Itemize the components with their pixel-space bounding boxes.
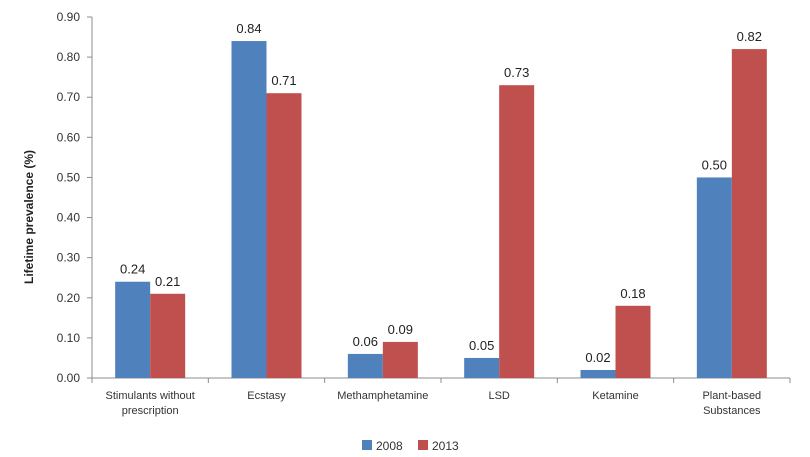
bar-2013: [615, 305, 651, 378]
data-label: 0.05: [469, 338, 494, 353]
x-tick-label: Stimulants without: [106, 390, 195, 402]
y-tick-label: 0.50: [57, 170, 81, 184]
legend-label: 2013: [432, 439, 459, 453]
data-label: 0.82: [737, 29, 762, 44]
x-tick-label: Plant-based: [702, 390, 761, 402]
x-tick-label: Ketamine: [592, 390, 638, 402]
bar-2013: [731, 49, 767, 378]
bar-2008: [580, 369, 616, 378]
data-label: 0.24: [120, 262, 145, 277]
legend: 2008 2013: [362, 439, 459, 453]
bar-2008: [115, 281, 151, 378]
legend-swatch-2013: [418, 440, 428, 450]
y-tick-label: 0.70: [57, 90, 81, 104]
y-tick-label: 0.40: [57, 211, 81, 225]
x-tick-label: prescription: [122, 405, 179, 417]
legend-swatch-2008: [362, 440, 372, 450]
x-tick-label: Substances: [703, 405, 761, 417]
plot-area: 0.00 0.10 0.20 0.30 0.40 0.50 0.60 0.70 0.80 0.90…: [57, 10, 791, 417]
y-tick-label: 0.60: [57, 130, 81, 144]
data-label: 0.21: [155, 274, 180, 289]
data-label: 0.50: [702, 157, 727, 172]
y-tick-label: 0.00: [57, 371, 81, 385]
bar-2013: [150, 293, 186, 378]
data-label: 0.18: [620, 286, 645, 301]
x-tick-label: Ecstasy: [247, 390, 286, 402]
x-tick-label: Methamphetamine: [337, 390, 428, 402]
y-tick-label: 0.20: [57, 291, 81, 305]
data-label: 0.71: [271, 73, 296, 88]
bar-2013: [382, 341, 418, 378]
y-axis-title-group: Lifetime prevalence (%): [22, 150, 36, 284]
bar-2008: [347, 353, 383, 378]
bar-2013: [499, 85, 535, 378]
bar-2008: [464, 357, 500, 378]
y-tick-label: 0.30: [57, 251, 81, 265]
bar-2008: [231, 41, 267, 379]
y-tick-label: 0.80: [57, 50, 81, 64]
y-tick-label: 0.10: [57, 331, 81, 345]
bar-2008: [696, 177, 732, 378]
bar-2013: [266, 93, 302, 378]
data-label: 0.02: [585, 350, 610, 365]
legend-label: 2008: [376, 439, 403, 453]
y-axis-title: Lifetime prevalence (%): [22, 150, 36, 284]
data-label: 0.73: [504, 65, 529, 80]
data-label: 0.09: [388, 322, 413, 337]
data-label: 0.06: [353, 334, 378, 349]
data-label: 0.84: [236, 21, 261, 36]
x-tick-label: LSD: [488, 390, 509, 402]
y-tick-label: 0.90: [57, 10, 81, 24]
